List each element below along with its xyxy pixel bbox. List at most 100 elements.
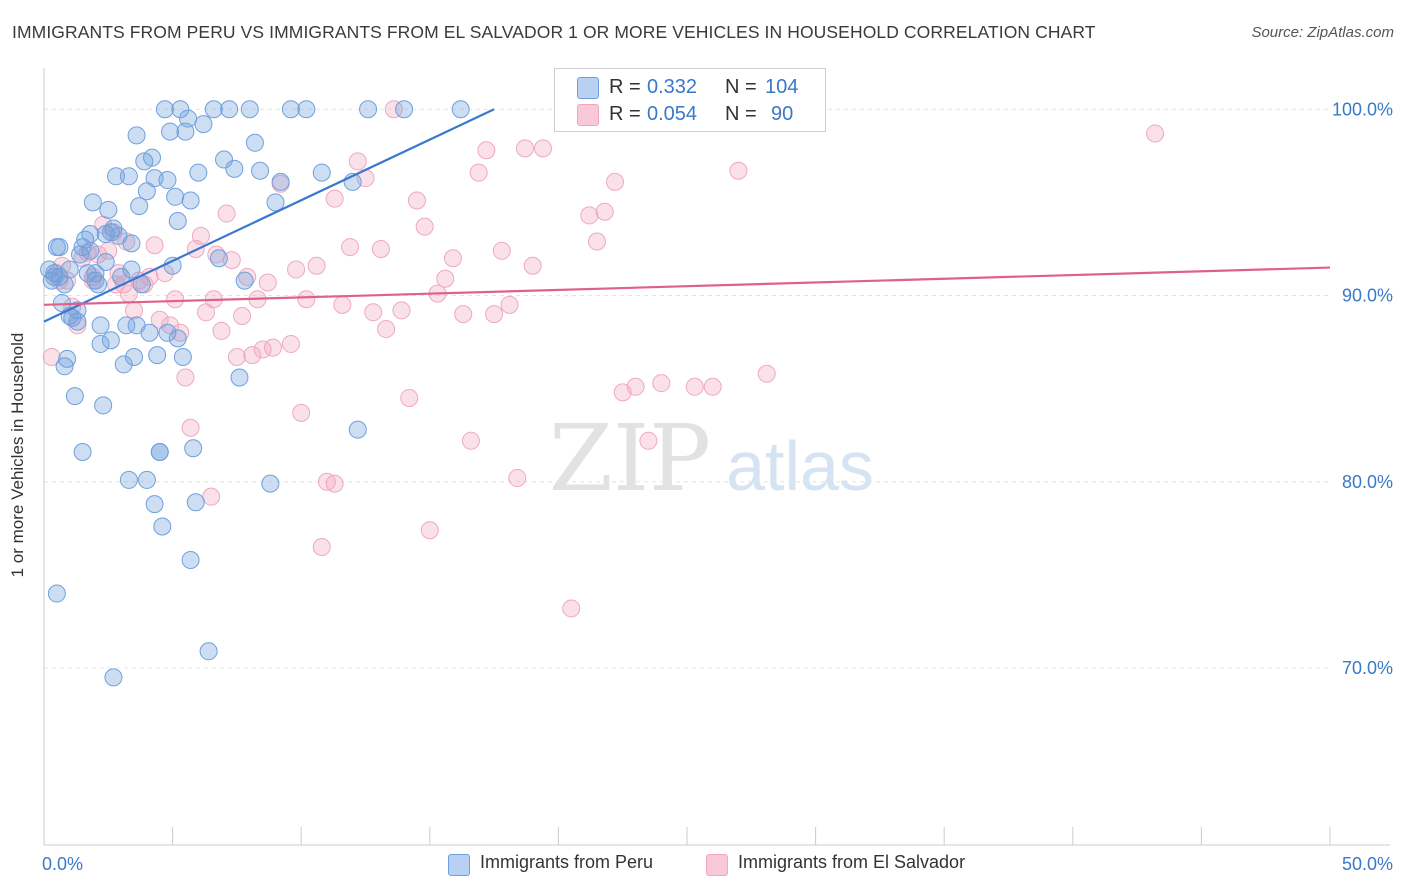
salvador-point — [325, 189, 344, 208]
legend-swatch-peru — [577, 77, 599, 99]
salvador-point — [333, 295, 352, 314]
peru-point — [235, 271, 254, 290]
watermark-atlas: atlas — [726, 427, 874, 505]
peru-point — [86, 264, 105, 283]
peru-point — [65, 387, 84, 406]
salvador-point — [1146, 124, 1165, 143]
salvador-point — [317, 472, 336, 491]
peru-point — [281, 100, 300, 119]
salvador-point — [523, 256, 542, 275]
salvador-point — [243, 346, 262, 365]
salvador-point — [181, 418, 200, 437]
salvador-point — [757, 364, 776, 383]
peru-point — [186, 493, 205, 512]
salvador-point — [652, 374, 671, 393]
x-tick-label: 50.0% — [1342, 854, 1393, 874]
peru-points — [40, 100, 470, 687]
source-credit: Source: ZipAtlas.com — [1251, 24, 1394, 41]
legend-swatch-salvador — [577, 104, 599, 126]
peru-point — [45, 267, 64, 286]
peru-point — [209, 249, 228, 268]
salvador-point — [341, 238, 360, 257]
legend-n-value: 104 — [765, 76, 799, 98]
salvador-point — [42, 347, 61, 366]
peru-point — [127, 126, 146, 145]
peru-point — [81, 241, 100, 260]
salvador-point — [443, 249, 462, 268]
peru-point — [96, 252, 115, 271]
y-tick-label: 100.0% — [1332, 99, 1393, 119]
x-tick-label: 0.0% — [42, 854, 83, 874]
peru-point — [181, 191, 200, 210]
salvador-point — [371, 239, 390, 258]
salvador-point — [436, 269, 455, 288]
peru-point — [78, 264, 97, 283]
peru-point — [215, 150, 234, 169]
peru-point — [83, 193, 102, 212]
peru-point — [73, 442, 92, 461]
peru-point — [137, 470, 156, 489]
peru-point — [271, 172, 290, 191]
peru-point — [91, 316, 110, 335]
peru-point — [312, 163, 331, 182]
peru-point — [104, 668, 123, 687]
peru-point — [266, 193, 285, 212]
peru-point — [179, 109, 198, 128]
y-axis-label: 1 or more Vehicles in Household — [8, 332, 27, 578]
salvador-point — [515, 139, 534, 158]
legend-row-salvador: R = 0.054 N = 90 — [555, 101, 825, 127]
salvador-point — [729, 161, 748, 180]
salvador-point — [263, 338, 282, 357]
peru-point — [395, 100, 414, 119]
legend-r-value: 0.332 — [647, 76, 698, 98]
salvador-point — [685, 377, 704, 396]
legend-r-label: R = — [609, 76, 641, 98]
peru-point — [155, 100, 174, 119]
salvador-point — [212, 321, 231, 340]
salvador-point — [176, 368, 195, 387]
salvador-point — [454, 305, 473, 324]
y-tick-label: 80.0% — [1342, 472, 1393, 492]
peru-point — [240, 100, 259, 119]
peru-point — [199, 642, 218, 661]
peru-point — [122, 234, 141, 253]
peru-point — [127, 316, 146, 335]
peru-point — [158, 171, 177, 190]
legend-n-label: N = — [725, 103, 757, 125]
salvador-point — [415, 217, 434, 236]
peru-point — [76, 230, 95, 249]
salvador-point — [377, 320, 396, 339]
salvador-point — [364, 303, 383, 322]
y-tick-label: 70.0% — [1342, 658, 1393, 678]
peru-point — [194, 115, 213, 134]
salvador-trend-line — [43, 266, 1331, 306]
salvador-point — [202, 487, 221, 506]
salvador-point — [407, 191, 426, 210]
peru-point — [58, 349, 77, 368]
peru-point — [204, 100, 223, 119]
peru-point — [261, 474, 280, 493]
peru-point — [91, 334, 110, 353]
salvador-point — [605, 172, 624, 191]
salvador-point — [312, 537, 331, 556]
stats-legend: R = 0.332 N = 104 R = 0.054 N = 90 — [554, 68, 826, 132]
peru-point — [168, 212, 187, 231]
salvador-point — [384, 100, 403, 119]
salvador-points — [42, 100, 1165, 618]
salvador-point — [348, 152, 367, 171]
salvador-point — [233, 307, 252, 326]
peru-point — [150, 442, 169, 461]
peru-point — [171, 100, 190, 119]
watermark-zip: ZIP — [549, 405, 711, 512]
salvador-point — [287, 260, 306, 279]
salvador-point — [595, 202, 614, 221]
peru-point — [119, 167, 138, 186]
salvador-point — [639, 431, 658, 450]
salvador-point — [562, 599, 581, 618]
peru-point — [122, 260, 141, 279]
peru-point — [181, 551, 200, 570]
salvador-point — [420, 521, 439, 540]
trend-lines — [43, 108, 1331, 323]
peru-point — [94, 396, 113, 415]
